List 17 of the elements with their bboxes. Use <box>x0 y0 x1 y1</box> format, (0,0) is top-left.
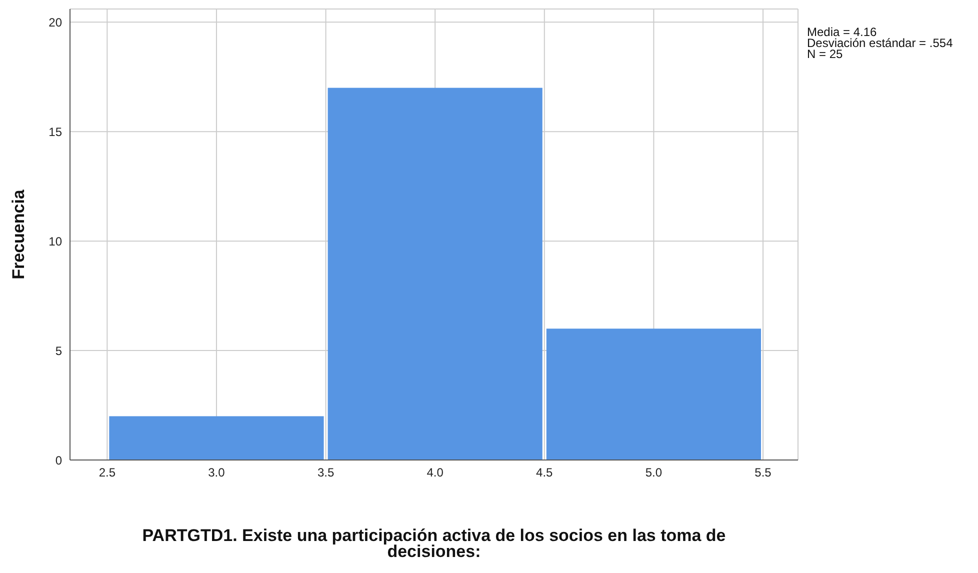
y-tick-label: 10 <box>48 234 62 248</box>
y-tick-label: 5 <box>55 344 62 358</box>
x-tick-label: 5.5 <box>754 466 772 480</box>
x-tick-label: 3.5 <box>317 466 334 480</box>
text: N = 25 <box>807 47 843 61</box>
text: Desviación estándar = .554 <box>807 36 953 50</box>
y-axis-title: Frecuencia <box>9 189 28 280</box>
x-tick-label: 4.5 <box>536 466 554 480</box>
x-tick-label: 5.0 <box>645 466 662 480</box>
x-axis-title: PARTGTD1. Existe una participación activa de los socios en las toma de decisiones: <box>141 526 727 561</box>
x-tick-label: 2.5 <box>98 466 116 480</box>
y-tick-label: 15 <box>48 124 62 139</box>
text: Media = 4.16 <box>807 25 877 39</box>
x-tick-label: 3.0 <box>208 466 226 480</box>
y-tick-label: 0 <box>55 453 62 468</box>
x-tick-label: 4.0 <box>426 466 444 480</box>
y-tick-label: 20 <box>48 15 62 30</box>
